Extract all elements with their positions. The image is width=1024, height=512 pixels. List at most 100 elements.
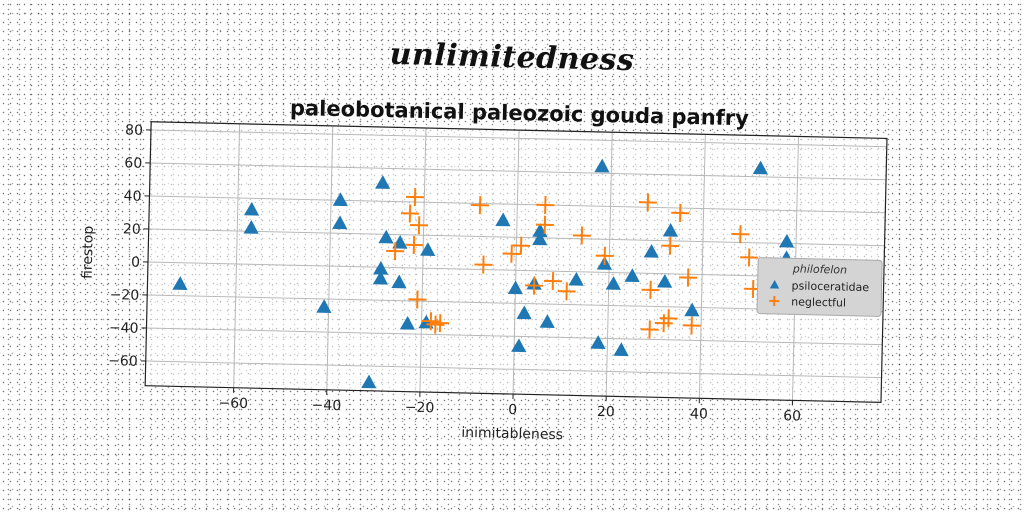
psiloceratidae-point xyxy=(375,175,391,189)
neglectful-point xyxy=(386,242,405,261)
psiloceratidae-point xyxy=(684,302,700,317)
psiloceratidae-point xyxy=(378,229,394,244)
y-tick-label: 20 xyxy=(123,221,141,237)
neglectful-point xyxy=(638,193,657,212)
neglectful-point xyxy=(421,312,440,331)
psiloceratidae-point xyxy=(590,335,606,349)
neglectful-point xyxy=(502,244,521,263)
psiloceratidae-point xyxy=(511,338,527,353)
y-grid-line xyxy=(150,162,887,181)
y-tick-label: −20 xyxy=(109,287,139,304)
psiloceratidae-point xyxy=(516,305,532,320)
neglectful-point xyxy=(640,320,659,339)
psiloceratidae-point xyxy=(495,212,511,227)
neglectful-point xyxy=(535,215,554,234)
neglectful-point xyxy=(431,314,450,333)
neglectful-point xyxy=(404,235,423,254)
psiloceratidae-point xyxy=(420,242,436,256)
data-marks xyxy=(172,158,795,389)
legend-box xyxy=(756,257,883,317)
y-tick-label: 40 xyxy=(123,188,141,204)
y-grid-line xyxy=(149,195,886,214)
neglectful-point xyxy=(740,248,759,267)
psiloceratidae-point xyxy=(594,158,610,173)
psiloceratidae-point xyxy=(361,374,377,389)
neglectful-point xyxy=(471,196,490,215)
x-tick-label: 20 xyxy=(597,404,615,420)
y-grid-line xyxy=(145,360,882,379)
psiloceratidae-point xyxy=(372,270,389,285)
neglectful-point xyxy=(641,280,660,299)
neglectful-point xyxy=(543,272,562,291)
psiloceratidae-point xyxy=(613,342,629,357)
psiloceratidae-point xyxy=(391,274,407,289)
y-tick-label: 80 xyxy=(125,122,143,138)
y-grid-line xyxy=(146,327,883,346)
psiloceratidae-point xyxy=(243,201,260,216)
psiloceratidae-point xyxy=(662,222,679,237)
psiloceratidae-point xyxy=(532,231,548,246)
psiloceratidae-point xyxy=(752,160,768,175)
legend-marker-psiloceratidae xyxy=(769,279,780,289)
x-tick-label: −40 xyxy=(311,397,341,414)
psiloceratidae-point xyxy=(172,276,188,290)
neglectful-point xyxy=(474,255,493,274)
legend-label-psiloceratidae: psiloceratidae xyxy=(791,279,869,294)
neglectful-point xyxy=(671,203,690,223)
neglectful-point xyxy=(536,195,555,215)
neglectful-point xyxy=(731,225,750,244)
neglectful-point xyxy=(679,268,698,287)
x-grid-line xyxy=(698,134,706,399)
psiloceratidae-point xyxy=(507,280,523,295)
chart-title: paleobotanical paleozoic gouda panfry xyxy=(290,96,750,130)
x-axis-label: inimitableness xyxy=(461,425,563,443)
x-tick-label: −60 xyxy=(218,395,248,412)
psiloceratidae-point xyxy=(605,276,621,290)
psiloceratidae-point xyxy=(373,260,389,275)
neglectful-point xyxy=(659,309,678,328)
psiloceratidae-point xyxy=(539,314,555,328)
x-tick-label: −20 xyxy=(405,400,435,417)
neglectful-point xyxy=(682,316,701,335)
y-grid-line xyxy=(150,129,887,148)
neglectful-point xyxy=(400,204,420,223)
psiloceratidae-point xyxy=(332,215,348,230)
neglectful-point xyxy=(408,290,427,309)
plot-area-group: −60 −40 −20 0 20 40 60 −60 −40 −20 0 20 40 60 80 paleo… xyxy=(80,96,888,443)
x-tick-label: 0 xyxy=(508,402,517,418)
y-axis-label: firestop xyxy=(80,226,97,280)
y-tick-label: 0 xyxy=(131,255,140,271)
neglectful-point xyxy=(572,226,591,245)
psiloceratidae-point xyxy=(243,220,259,234)
x-grid-line xyxy=(605,132,613,397)
psiloceratidae-point xyxy=(316,299,332,314)
legend-marker-neglectful xyxy=(769,295,780,306)
neglectful-point xyxy=(654,314,673,333)
psiloceratidae-point xyxy=(656,273,673,288)
psiloceratidae-point xyxy=(624,268,640,283)
neglectful-point xyxy=(557,282,576,301)
y-tick-label: 60 xyxy=(124,155,142,171)
x-grid-line xyxy=(233,123,241,388)
y-tick-label: −40 xyxy=(109,320,139,337)
x-grid-line xyxy=(326,125,334,390)
y-grid-line xyxy=(148,228,885,247)
x-grid-line xyxy=(419,128,427,392)
psiloceratidae-point xyxy=(779,233,795,248)
axis-ticks: −60 −40 −20 0 20 40 60 −60 −40 −20 0 20 40 60 80 xyxy=(108,122,801,424)
legend-label-neglectful: neglectful xyxy=(791,295,846,309)
neglectful-point xyxy=(426,315,445,334)
neglectful-point xyxy=(661,236,680,255)
psiloceratidae-point xyxy=(568,271,584,286)
neglectful-point xyxy=(512,236,531,255)
y-tick-label: −60 xyxy=(108,353,138,370)
x-tick-label: 40 xyxy=(690,406,708,422)
neglectful-point xyxy=(525,276,544,295)
psiloceratidae-point xyxy=(643,243,659,258)
neglectful-point xyxy=(410,216,429,235)
legend-title: philofelon xyxy=(792,262,848,276)
x-tick-label: 60 xyxy=(783,408,801,424)
